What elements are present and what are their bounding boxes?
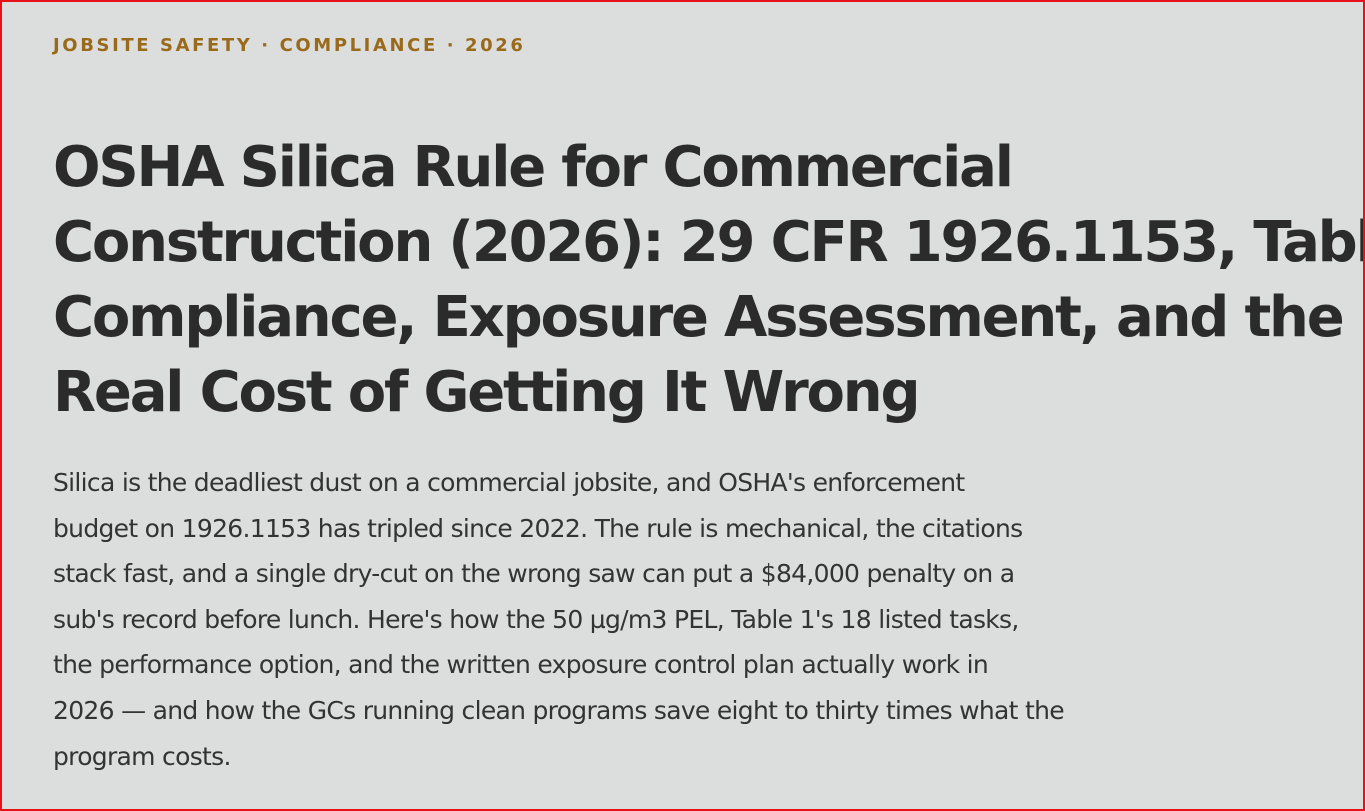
page-title: OSHA Silica Rule for Commercial Construc…: [53, 130, 1365, 430]
lede-line: program costs.: [53, 741, 231, 771]
title-line: OSHA Silica Rule for Commercial: [53, 135, 1014, 200]
title-line: Construction (2026): 29 CFR 1926.1153, T…: [53, 210, 1365, 275]
title-line: Compliance, Exposure Assessment, and the: [53, 285, 1345, 350]
lede-line: Silica is the deadliest dust on a commer…: [53, 468, 965, 497]
lede-line: 2026 — and how the GCs running clean pro…: [53, 695, 1065, 725]
title-line: Real Cost of Getting It Wrong: [53, 360, 921, 425]
category-kicker: JOBSITE SAFETY · COMPLIANCE · 2026: [53, 35, 526, 56]
lede-line: sub's record before lunch. Here's how th…: [53, 604, 1019, 634]
lede-paragraph: Silica is the deadliest dust on a commer…: [53, 460, 1193, 779]
lede-line: the performance option, and the written …: [53, 650, 989, 680]
lede-line: budget on 1926.1153 has tripled since 20…: [53, 513, 1023, 543]
lede-line: stack fast, and a single dry-cut on the …: [53, 559, 1015, 589]
